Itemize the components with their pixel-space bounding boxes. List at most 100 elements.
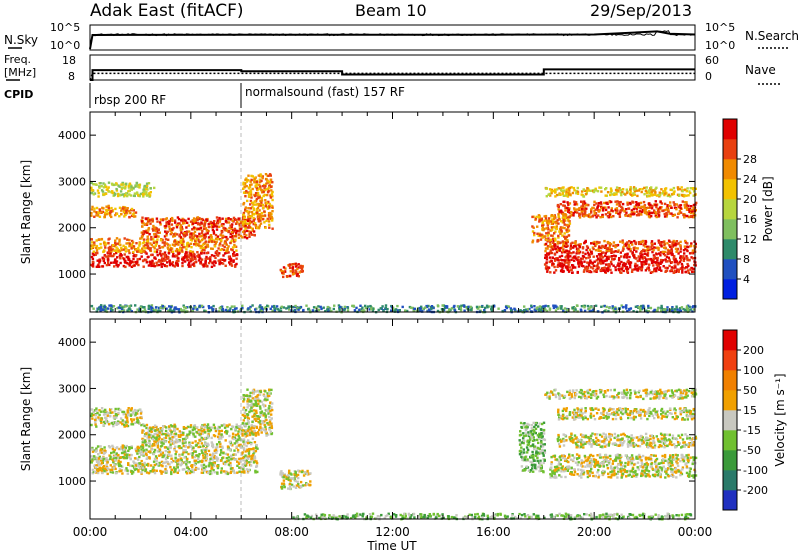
power-cell <box>623 209 626 213</box>
power-cell <box>545 266 548 269</box>
power-cell <box>674 247 678 250</box>
power-cell <box>598 186 601 189</box>
power-cell <box>694 264 697 267</box>
velocity-cell <box>115 452 118 455</box>
power-cell <box>539 238 543 241</box>
power-cell <box>151 227 154 231</box>
power-cell <box>556 264 560 267</box>
power-cell <box>606 247 609 250</box>
power-cell <box>641 304 645 308</box>
power-cell <box>246 199 249 203</box>
power-cell <box>92 253 95 257</box>
velocity-cell <box>256 447 259 450</box>
power-cell <box>145 182 149 185</box>
power-cell <box>130 243 134 246</box>
power-cell <box>244 227 247 230</box>
velocity-cell <box>144 468 148 471</box>
power-cell <box>608 248 612 251</box>
velocity-cell <box>242 459 245 462</box>
power-cell <box>212 308 215 311</box>
power-cell <box>137 185 140 188</box>
power-cell <box>649 193 653 197</box>
power-cell <box>257 204 261 207</box>
power-cell <box>564 214 568 217</box>
power-cell <box>571 264 575 267</box>
power-cell <box>226 250 229 253</box>
power-cell <box>114 243 118 246</box>
velocity-cell <box>253 455 256 458</box>
power-cell <box>419 309 422 312</box>
velocity-cell <box>160 433 164 436</box>
power-cell <box>672 186 676 190</box>
velocity-cell <box>101 466 105 469</box>
power-cell <box>135 242 138 245</box>
power-cell <box>90 255 94 259</box>
power-band-4 <box>90 181 156 198</box>
power-cell <box>682 213 685 217</box>
power-cell <box>204 309 207 313</box>
power-cell <box>550 226 554 229</box>
power-cell <box>137 246 140 250</box>
power-cell <box>600 254 603 257</box>
power-cell <box>203 233 206 237</box>
power-cell <box>218 252 221 255</box>
power-cell <box>651 259 654 262</box>
power-cell <box>599 250 602 253</box>
power-cell <box>543 263 547 266</box>
velocity-cell <box>170 468 174 471</box>
power-cell <box>173 255 177 258</box>
power-cell <box>266 180 270 183</box>
power-cell <box>91 263 95 266</box>
power-cell <box>608 211 611 214</box>
power-cell <box>469 308 473 312</box>
power-cell <box>204 262 207 265</box>
power-cell <box>568 222 572 225</box>
power-cell <box>606 269 610 273</box>
power-cell <box>562 250 565 253</box>
power-cell <box>147 193 150 197</box>
power-cell <box>297 308 300 311</box>
power-cell <box>647 266 650 270</box>
power-cell <box>559 246 562 250</box>
power-cell <box>199 226 203 230</box>
power-cell <box>657 264 660 267</box>
colorbar-block <box>723 239 737 260</box>
velocity-cell <box>152 469 156 472</box>
power-cell <box>624 208 628 211</box>
power-cell <box>557 236 560 239</box>
power-cell <box>575 250 579 253</box>
power-cell <box>249 180 252 183</box>
power-cell <box>247 179 250 182</box>
velocity-cell <box>153 457 157 461</box>
power-cell <box>633 211 636 214</box>
power-cell <box>641 187 644 191</box>
power-cell <box>161 252 165 256</box>
velocity-cell <box>96 471 100 475</box>
velocity-cell <box>140 471 143 474</box>
power-cell <box>163 225 167 228</box>
power-cell <box>103 213 107 217</box>
power-cell <box>253 234 256 237</box>
power-cell <box>257 188 260 191</box>
power-cell <box>224 264 227 267</box>
power-cell <box>91 205 94 209</box>
power-cell <box>635 250 638 253</box>
power-cell <box>671 214 675 217</box>
power-cell <box>624 305 628 308</box>
power-cell <box>271 206 274 209</box>
power-cell <box>554 309 558 312</box>
velocity-cell <box>246 448 249 451</box>
freq-left-tick-top: 18 <box>62 54 76 67</box>
power-cell <box>241 307 244 310</box>
power-cell <box>295 274 299 277</box>
power-cell <box>569 242 573 245</box>
power-cell <box>643 207 646 211</box>
power-cell <box>103 193 106 196</box>
power-cell <box>257 217 260 220</box>
velocity-cell <box>117 459 120 462</box>
power-cell <box>171 219 174 222</box>
power-cell <box>553 252 557 255</box>
power-cell <box>218 244 221 247</box>
power-cell <box>179 224 183 227</box>
power-cell <box>210 247 213 250</box>
